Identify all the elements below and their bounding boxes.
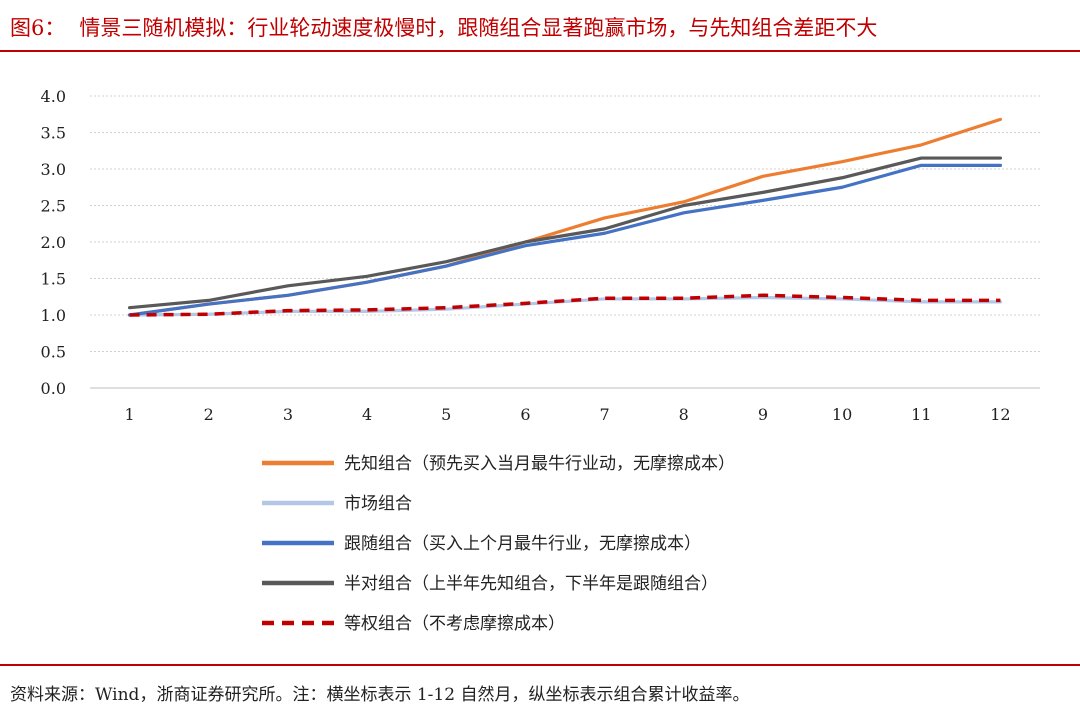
chart-legend: 先知组合（预先买入当月最牛行业动，无摩擦成本） 市场组合跟随组合（买入上个月最牛行…: [262, 454, 735, 634]
y-tick-label: 4.0: [41, 87, 66, 106]
x-tick-label: 1: [124, 405, 134, 424]
series-line-1: [127, 117, 1003, 317]
x-tick-label: 12: [990, 405, 1010, 424]
legend-label-1: 先知组合（预先买入当月最牛行业动，无摩擦成本）: [344, 454, 735, 474]
figure-title-text: 情景三随机模拟：行业轮动速度极慢时，跟随组合显著跑赢市场，与先知组合差距不大: [79, 16, 878, 40]
chart-series-lines: [127, 117, 1003, 317]
x-tick-label: 5: [441, 405, 451, 424]
series-line-4: [127, 156, 1003, 310]
legend-label-5: 等权组合（不考虑摩擦成本）: [344, 614, 565, 634]
y-tick-label: 1.5: [41, 270, 66, 289]
y-tick-label: 0.5: [41, 343, 66, 362]
y-tick-label: 2.5: [41, 197, 66, 216]
legend-label-3: 跟随组合（买入上个月最牛行业，无摩擦成本）: [344, 534, 701, 554]
y-tick-label: 1.0: [41, 306, 66, 325]
line-chart: 0.00.51.01.52.02.53.03.54.0 1 2 3 4 5 6 7 8 9 10 1…: [41, 87, 1040, 634]
x-tick-label: 4: [362, 405, 372, 424]
footer-divider: [0, 664, 1080, 666]
y-tick-label: 3.0: [41, 160, 66, 179]
figure-title: 图6： 情景三随机模拟：行业轮动速度极慢时，跟随组合显著跑赢市场，与先知组合差距不…: [10, 12, 1070, 46]
figure-number: 图6：: [10, 16, 66, 40]
x-tick-label: 2: [204, 405, 214, 424]
y-tick-label: 2.0: [41, 233, 66, 252]
legend-label-4: 半对组合（上半年先知组合，下半年是跟随组合）: [344, 574, 718, 594]
title-divider: [0, 50, 1080, 52]
series-line-3: [127, 163, 1003, 317]
x-tick-label: 9: [758, 405, 768, 424]
series-line-5: [129, 293, 1001, 317]
x-tick-label: 8: [679, 405, 689, 424]
x-tick-label: 10: [832, 405, 852, 424]
x-tick-label: 7: [599, 405, 609, 424]
chart-gridlines: [90, 95, 1040, 389]
y-tick-label: 0.0: [41, 379, 66, 398]
x-axis-ticks: 1 2 3 4 5 6 7 8 9 10 11 12: [124, 405, 1010, 424]
y-axis-ticks: 0.0 0.5 1.0 1.5 2.0 2.5 3.0 3.5 4.0: [41, 87, 66, 398]
x-tick-label: 6: [520, 405, 530, 424]
legend-label-2: 市场组合: [344, 494, 412, 514]
x-tick-label: 11: [911, 405, 931, 424]
source-note: 资料来源：Wind，浙商证券研究所。注：横坐标表示 1-12 自然月，纵坐标表示…: [10, 685, 750, 705]
x-tick-label: 3: [283, 405, 293, 424]
y-tick-label: 3.5: [41, 124, 66, 143]
